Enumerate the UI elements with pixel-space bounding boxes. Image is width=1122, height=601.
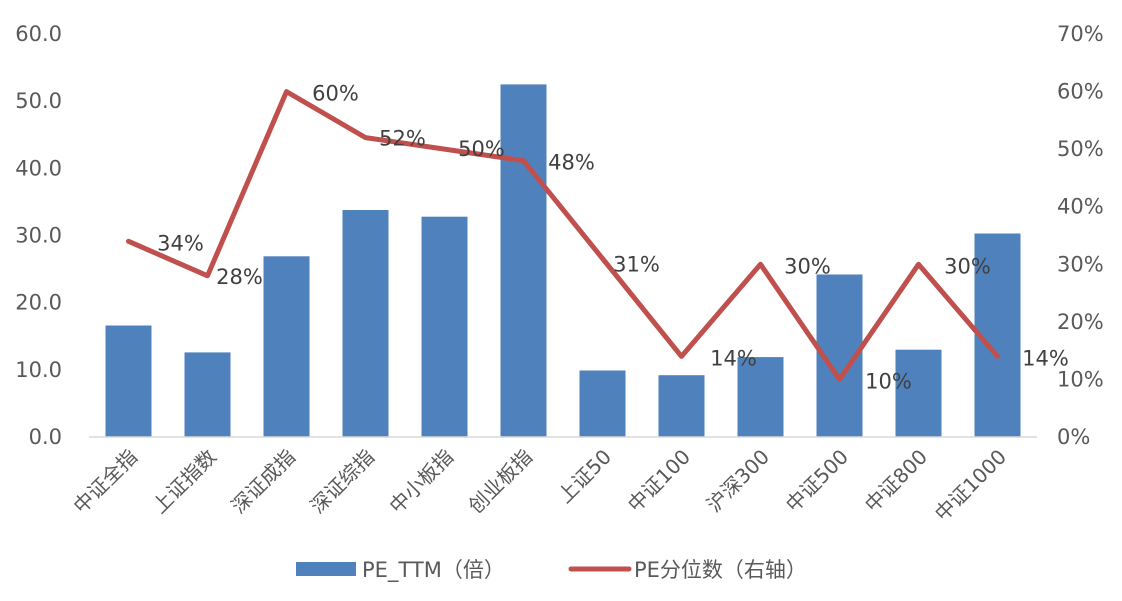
data-label-5: 50%	[458, 137, 505, 161]
bar-4	[343, 210, 389, 437]
y-left-tick: 20.0	[15, 291, 62, 315]
x-tick-label: 创业板指	[463, 445, 537, 519]
y-right-tick: 50%	[1057, 137, 1104, 161]
data-label-4: 52%	[379, 127, 426, 151]
y-right-tick: 10%	[1057, 367, 1104, 391]
x-tick-label: 上证50	[553, 445, 616, 508]
data-label-1: 34%	[157, 231, 204, 255]
x-tick-label: 上证指数	[147, 445, 221, 519]
x-tick-label: 中证500	[781, 445, 853, 517]
y-axis-left: 0.0 10.0 20.0 30.0 40.0 50.0 60.0	[15, 22, 62, 449]
y-left-tick: 50.0	[15, 89, 62, 113]
y-left-tick: 60.0	[15, 22, 62, 46]
y-left-tick: 0.0	[29, 425, 62, 449]
data-label-3: 60%	[312, 82, 359, 106]
bar-5	[422, 217, 468, 437]
x-tick-label: 沪深300	[702, 445, 774, 517]
y-right-tick: 70%	[1057, 22, 1104, 46]
x-tick-label: 中小板指	[384, 445, 458, 519]
data-label-8: 14%	[710, 346, 757, 370]
x-tick-label: 中证800	[860, 445, 932, 517]
bar-6	[501, 84, 547, 437]
x-tick-label: 深证成指	[226, 445, 300, 519]
bar-7	[580, 371, 626, 438]
legend-swatch-bar	[296, 562, 356, 576]
y-left-tick: 30.0	[15, 224, 62, 248]
bar-2	[185, 352, 231, 437]
y-right-tick: 20%	[1057, 310, 1104, 334]
x-tick-label: 深证综指	[305, 445, 379, 519]
y-right-tick: 0%	[1057, 425, 1090, 449]
legend: PE_TTM（倍） PE分位数（右轴）	[296, 558, 807, 583]
bar-3	[264, 256, 310, 437]
x-tick-label: 中证1000	[930, 445, 1011, 526]
data-label-6: 48%	[548, 151, 595, 175]
bar-8	[659, 375, 705, 437]
legend-label-line: PE分位数（右轴）	[634, 558, 807, 582]
pe-percentile-line	[129, 92, 998, 380]
line-series	[128, 92, 997, 380]
y-right-tick: 60%	[1057, 80, 1104, 104]
y-right-tick: 30%	[1057, 252, 1104, 276]
data-label-2: 28%	[216, 265, 263, 289]
data-label-7: 31%	[613, 253, 660, 277]
data-label-11: 30%	[944, 254, 991, 278]
x-tick-label: 中证全指	[68, 445, 142, 519]
y-right-tick: 40%	[1057, 195, 1104, 219]
legend-label-bar: PE_TTM（倍）	[362, 558, 505, 583]
y-left-tick: 40.0	[15, 156, 62, 180]
data-label-10: 10%	[865, 369, 912, 393]
bar-1	[106, 326, 152, 438]
y-axis-right: 0% 10% 20% 30% 40% 50% 60% 70%	[1057, 22, 1104, 449]
y-left-tick: 10.0	[15, 358, 62, 382]
data-label-9: 30%	[784, 254, 831, 278]
x-tick-label: 中证100	[623, 445, 695, 517]
